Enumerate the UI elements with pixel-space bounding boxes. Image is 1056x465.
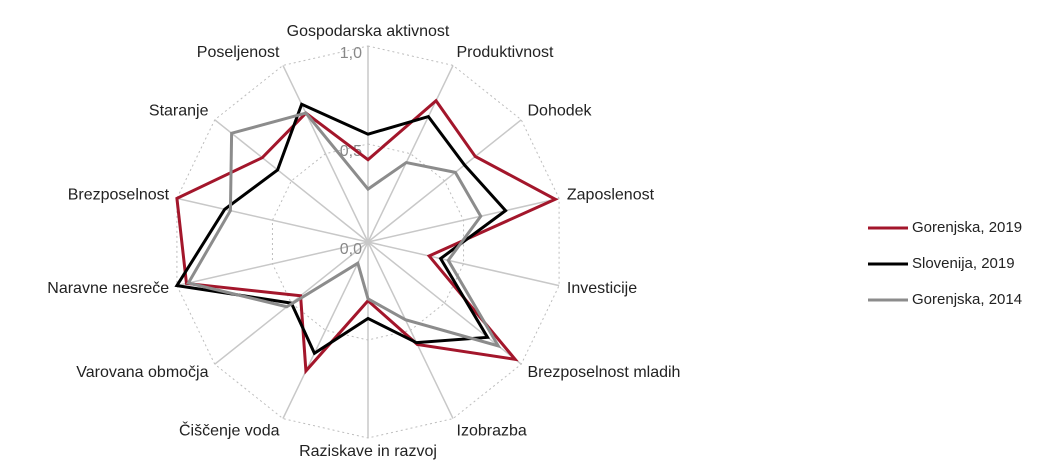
category-label: Staranje xyxy=(149,102,209,119)
grid-ring xyxy=(271,143,465,341)
spoke xyxy=(282,241,369,419)
tick-label: 1,0 xyxy=(340,45,362,62)
spoke xyxy=(367,119,522,243)
spoke xyxy=(176,197,369,243)
category-label: Dohodek xyxy=(527,102,592,119)
category-label: Zaposlenost xyxy=(567,186,655,203)
series-line xyxy=(174,102,508,356)
category-label: Poseljenost xyxy=(197,44,280,61)
category-label: Produktivnost xyxy=(457,44,554,61)
spoke xyxy=(367,65,454,243)
category-label: Investicije xyxy=(567,280,637,297)
legend-label: Slovenija, 2019 xyxy=(912,255,1015,272)
category-label: Brezposelnost mladih xyxy=(527,364,680,381)
category-label: Brezposelnost xyxy=(68,186,170,203)
spoke xyxy=(367,241,560,287)
category-label: Čiščenje voda xyxy=(179,420,280,439)
category-label: Raziskave in razvoj xyxy=(299,443,437,460)
grid-ring xyxy=(176,45,560,439)
series-line xyxy=(186,111,502,349)
tick-label: 0,0 xyxy=(340,241,362,258)
spoke xyxy=(214,119,369,243)
series-line xyxy=(175,98,559,375)
category-label: Naravne nesreče xyxy=(47,280,169,297)
tick-label: 0,5 xyxy=(340,143,362,160)
category-label: Varovana območja xyxy=(76,364,208,381)
legend-label: Gorenjska, 2014 xyxy=(912,291,1022,308)
category-label: Gospodarska aktivnost xyxy=(287,23,450,40)
category-label: Izobrazba xyxy=(457,422,527,439)
legend-label: Gorenjska, 2019 xyxy=(912,219,1022,236)
